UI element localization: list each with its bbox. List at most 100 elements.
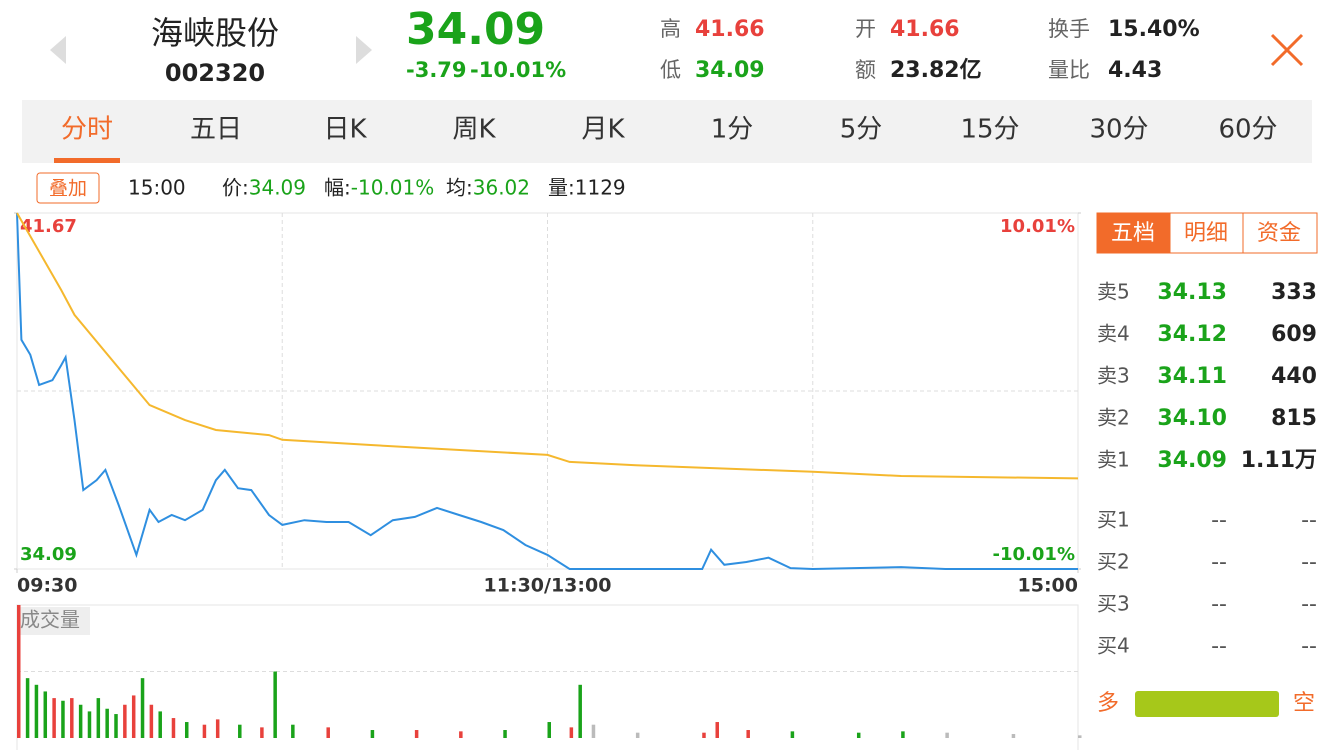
- sentiment-bar: [1135, 691, 1279, 717]
- stat-value: 15.40%: [1108, 17, 1200, 42]
- info-label: 价:: [222, 176, 249, 200]
- volume-bar: [34, 684, 39, 738]
- volume-bar: [140, 678, 145, 738]
- book-tab-active: [1097, 213, 1170, 253]
- overlay-button[interactable]: [36, 172, 100, 204]
- book-price: 34.11: [1157, 364, 1227, 389]
- volume-bar: [17, 605, 21, 738]
- period-tab[interactable]: 15分: [960, 115, 1019, 145]
- book-price: --: [1211, 550, 1227, 575]
- info-value: 34.09: [249, 176, 306, 200]
- volume-bar: [635, 732, 640, 738]
- volume-bar: [790, 731, 795, 738]
- y2-tick-label: 10.01%: [1000, 216, 1075, 237]
- stat-value: 4.43: [1108, 58, 1162, 83]
- period-tab[interactable]: 30分: [1089, 115, 1148, 145]
- volume-bar: [414, 730, 419, 738]
- close-button[interactable]: [1270, 33, 1304, 67]
- book-price: 34.13: [1157, 280, 1227, 305]
- volume-bar: [503, 730, 507, 738]
- volume-bar: [1078, 735, 1082, 738]
- info-label: 均:: [446, 176, 473, 200]
- volume-bar: [945, 732, 949, 738]
- stat-value: 34.09: [695, 58, 765, 83]
- info-label: 量:: [548, 176, 575, 200]
- volume-bar: [260, 727, 264, 738]
- volume-bar: [370, 730, 375, 738]
- x-tick-label: 09:30: [17, 575, 77, 597]
- next-arrow[interactable]: [356, 36, 372, 64]
- volume-bar: [856, 732, 861, 738]
- book-label: 卖4: [1097, 322, 1130, 346]
- stock-code: 002320: [165, 59, 265, 87]
- volume-bar: [715, 722, 719, 738]
- period-tab[interactable]: 周K: [452, 115, 496, 145]
- book-price: 34.12: [1157, 322, 1227, 347]
- period-tab[interactable]: 五日: [190, 115, 242, 145]
- volume-bar: [61, 700, 65, 738]
- book-volume: --: [1301, 634, 1317, 659]
- volume-bar: [158, 711, 162, 738]
- volume-bar: [105, 708, 109, 738]
- bear-label: 空: [1293, 691, 1315, 716]
- price-line: [16, 212, 1078, 571]
- volume-bar: [70, 698, 74, 738]
- volume-bar: [149, 704, 154, 738]
- stat-label: 开: [855, 17, 876, 41]
- book-volume: --: [1301, 508, 1317, 533]
- book-label: 卖3: [1097, 364, 1130, 388]
- tab-bar: [22, 100, 1312, 163]
- volume-bar: [901, 731, 905, 738]
- volume-bar: [569, 727, 574, 738]
- book-tab[interactable]: 明细: [1184, 221, 1228, 246]
- book-volume: --: [1301, 550, 1317, 575]
- book-volume: 815: [1271, 406, 1317, 431]
- period-tab[interactable]: 1分: [711, 115, 754, 145]
- volume-bar: [746, 730, 750, 738]
- period-tab[interactable]: 日K: [323, 115, 367, 145]
- stat-value: 23.82亿: [890, 58, 982, 83]
- info-time: 15:00: [128, 176, 186, 200]
- volume-bar: [131, 695, 136, 738]
- volume-bar: [547, 722, 551, 738]
- book-volume: 1.11万: [1241, 448, 1317, 473]
- price-change: -3.79: [406, 58, 467, 82]
- stock-name: 海峡股份: [151, 14, 279, 52]
- book-tab[interactable]: 资金: [1257, 221, 1301, 246]
- book-label: 买3: [1097, 592, 1130, 616]
- volume-bar: [238, 724, 242, 738]
- volume-bar: [123, 704, 127, 738]
- price-line: [16, 212, 1079, 480]
- last-price: 34.09: [406, 4, 545, 55]
- overlay-label: 叠加: [49, 178, 87, 200]
- period-tab[interactable]: 60分: [1218, 115, 1277, 145]
- info-label: 幅:: [324, 176, 351, 200]
- y-tick-label: 41.67: [20, 216, 77, 237]
- info-value: -10.01%: [351, 176, 434, 200]
- info-value: 1129: [575, 176, 626, 200]
- prev-arrow[interactable]: [50, 36, 66, 64]
- volume-bar: [171, 718, 176, 738]
- book-price: --: [1211, 508, 1227, 533]
- stat-value: 41.66: [695, 17, 765, 42]
- book-volume: 609: [1271, 322, 1317, 347]
- volume-title: 成交量: [20, 608, 80, 632]
- volume-bar: [114, 714, 118, 738]
- x-tick-label: 15:00: [1018, 575, 1078, 597]
- volume-bar: [459, 731, 463, 738]
- volume-bar: [578, 684, 582, 738]
- period-tab[interactable]: 5分: [840, 115, 883, 145]
- period-tab[interactable]: 月K: [581, 115, 625, 145]
- y2-tick-label: -10.01%: [993, 544, 1075, 565]
- volume-bar: [78, 704, 83, 738]
- volume-bar: [1011, 734, 1016, 738]
- stat-label: 低: [660, 58, 681, 82]
- period-tab[interactable]: 分时: [61, 115, 113, 145]
- book-tab[interactable]: 五档: [1111, 221, 1155, 246]
- tab-underline: [54, 158, 120, 163]
- book-label: 买2: [1097, 550, 1130, 574]
- book-label: 买4: [1097, 634, 1130, 658]
- book-volume: 333: [1271, 280, 1317, 305]
- info-value: 36.02: [473, 176, 530, 200]
